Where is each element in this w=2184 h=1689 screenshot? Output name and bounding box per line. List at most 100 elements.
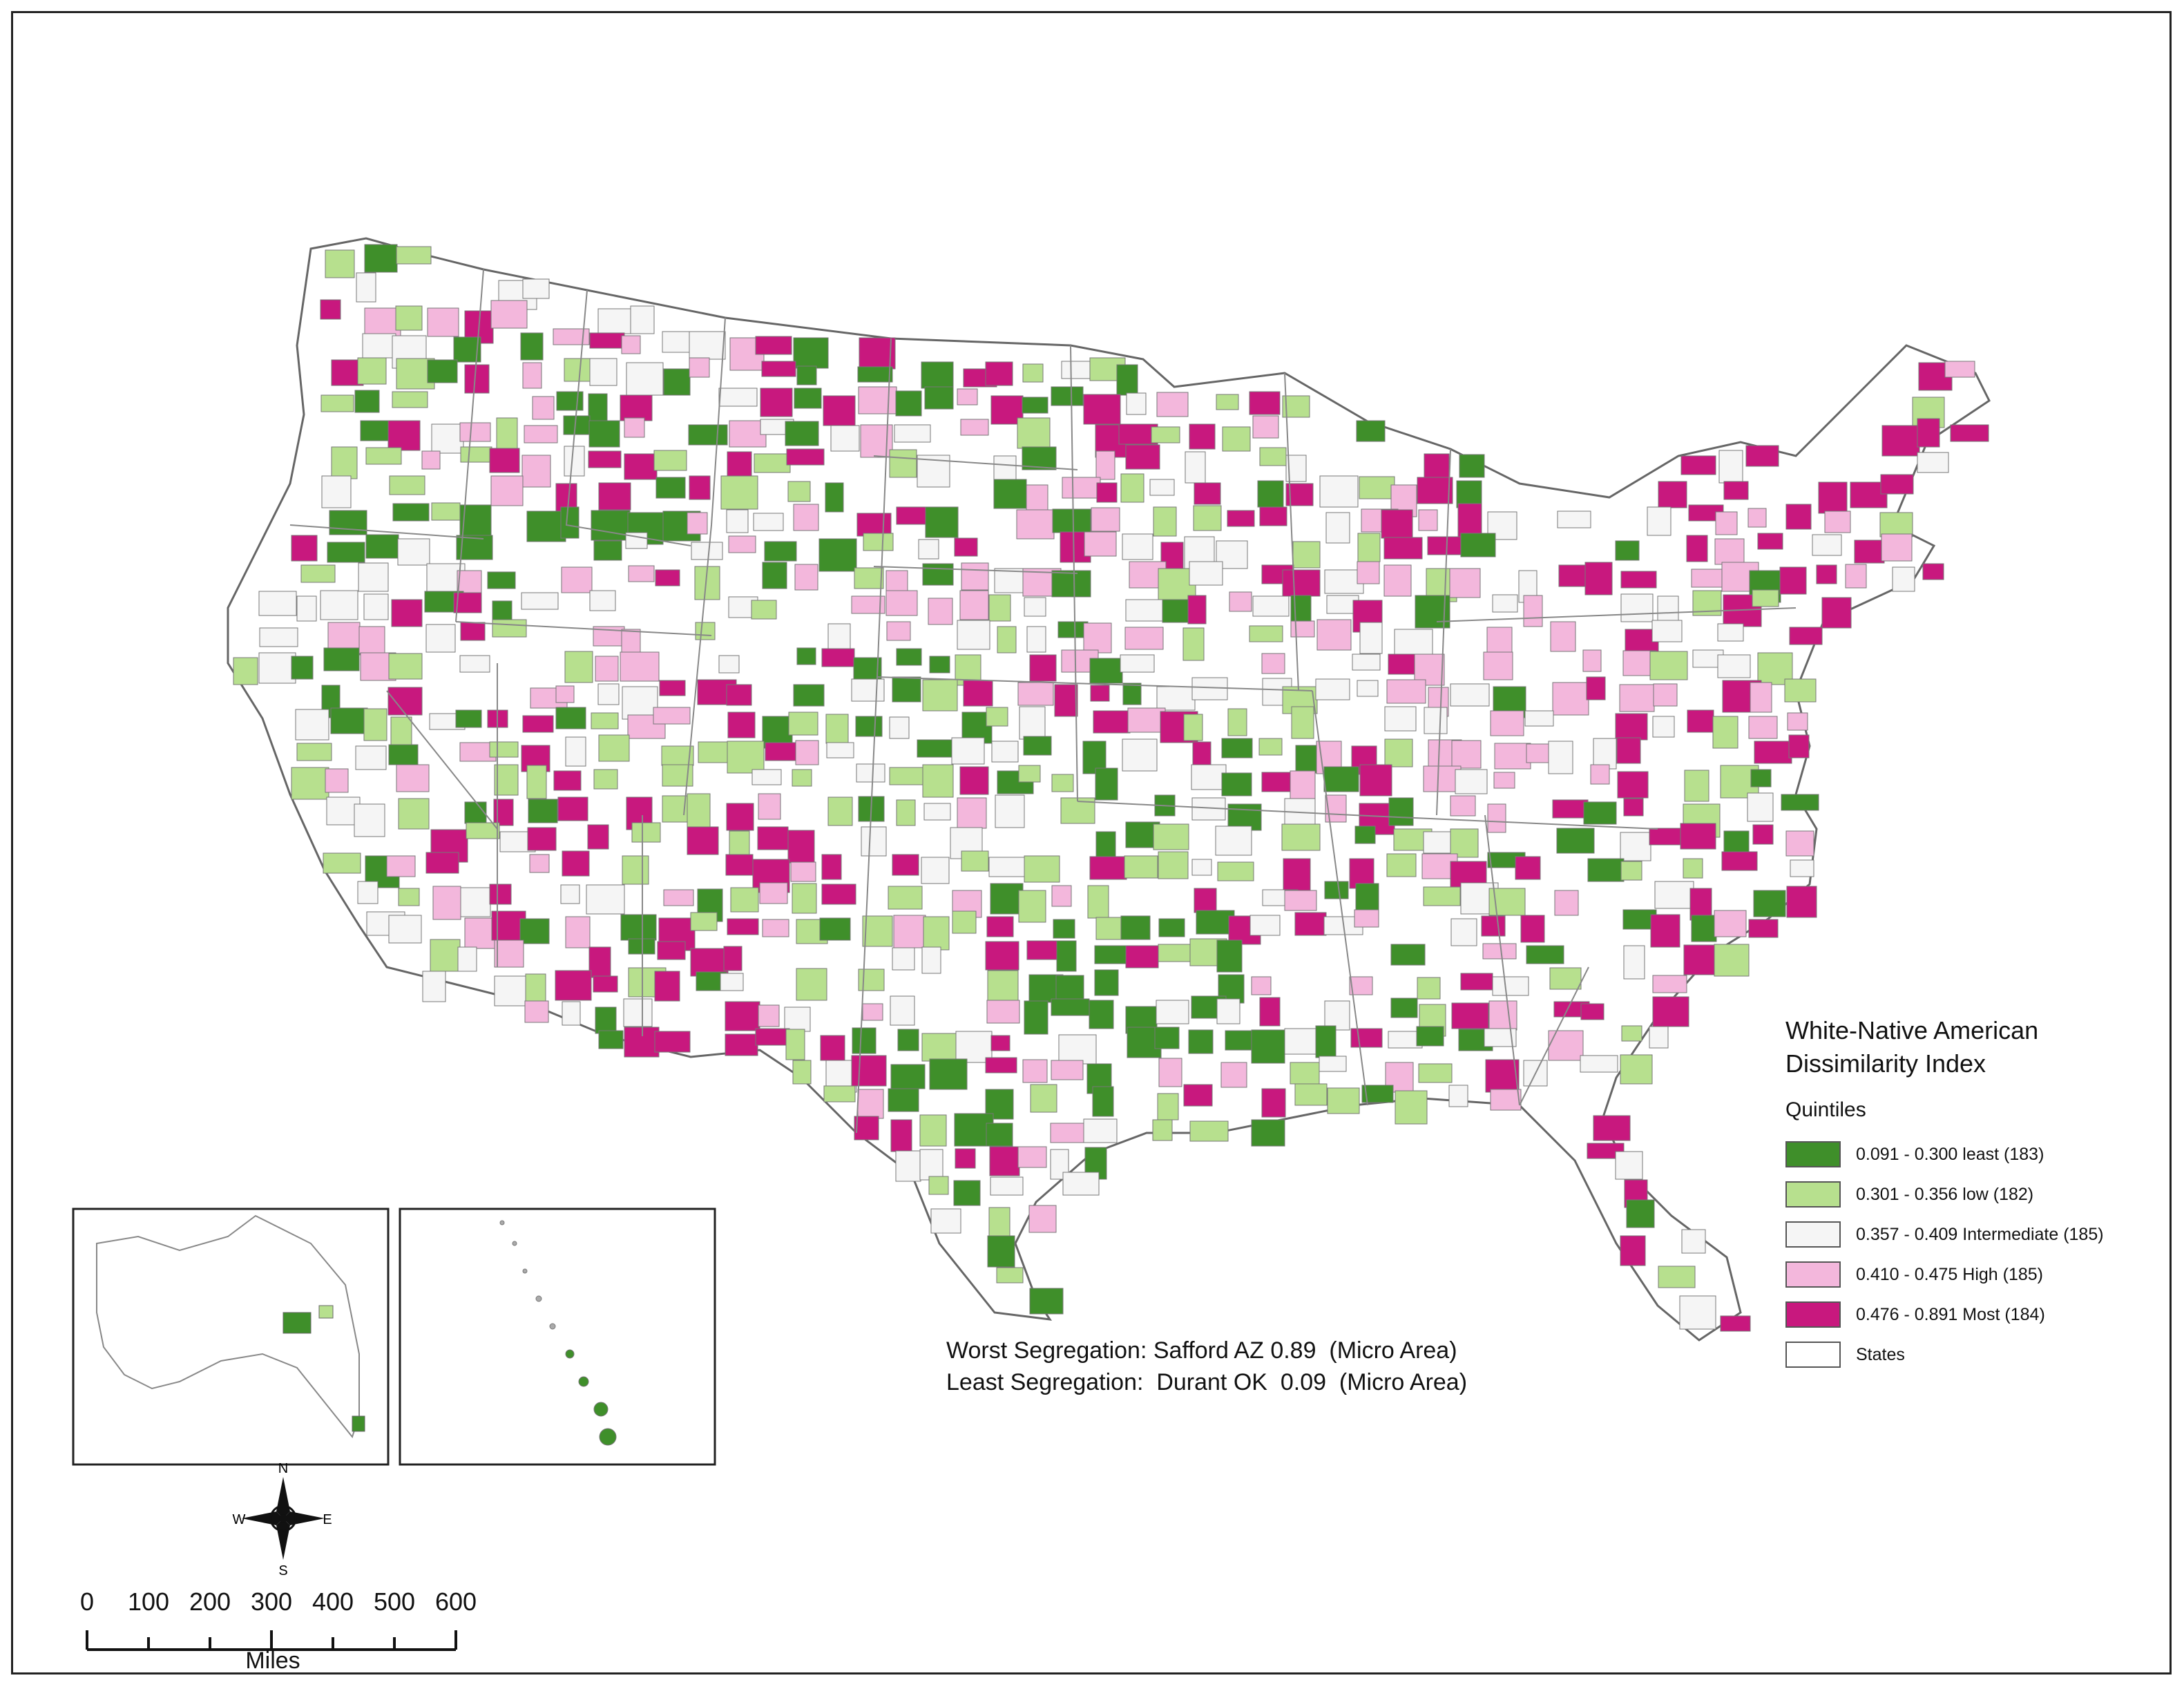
legend-item: States bbox=[1785, 1335, 2172, 1375]
county-area bbox=[1290, 595, 1312, 624]
county-area bbox=[591, 510, 631, 541]
county-area bbox=[1227, 708, 1247, 736]
county-area bbox=[1194, 482, 1221, 505]
county-area bbox=[295, 709, 329, 741]
county-area bbox=[1189, 423, 1216, 450]
least-segregation-note: Least Segregation: Durant OK 0.09 (Micro… bbox=[946, 1369, 1468, 1395]
county-area bbox=[1652, 975, 1687, 993]
county-area bbox=[331, 446, 358, 479]
county-area bbox=[1450, 795, 1476, 817]
county-area bbox=[588, 393, 608, 426]
county-area bbox=[1019, 706, 1046, 740]
county-area bbox=[961, 850, 989, 872]
county-area bbox=[862, 1003, 883, 1021]
county-area bbox=[1083, 622, 1112, 653]
county-area bbox=[1723, 481, 1749, 500]
county-area bbox=[890, 1119, 912, 1152]
county-area bbox=[421, 450, 441, 470]
county-area bbox=[1222, 426, 1251, 452]
county-area bbox=[1427, 536, 1462, 555]
county-area bbox=[1580, 1003, 1605, 1020]
county-area bbox=[588, 946, 611, 978]
county-area bbox=[1748, 919, 1779, 938]
county-area bbox=[553, 770, 582, 791]
county-area bbox=[1416, 1026, 1444, 1047]
county-area bbox=[1460, 973, 1493, 991]
county-area bbox=[1788, 734, 1810, 758]
county-area bbox=[1249, 391, 1281, 415]
county-area bbox=[388, 653, 423, 680]
county-area bbox=[1550, 621, 1576, 652]
county-area bbox=[1784, 678, 1817, 703]
county-area bbox=[1384, 738, 1413, 767]
county-area bbox=[562, 1001, 581, 1026]
county-area bbox=[529, 854, 550, 873]
county-area bbox=[761, 361, 796, 377]
county-area bbox=[1126, 392, 1147, 415]
legend-swatch bbox=[1785, 1181, 1841, 1208]
county-area bbox=[555, 970, 592, 1001]
county-area bbox=[1390, 998, 1418, 1018]
county-area bbox=[787, 830, 815, 863]
legend-item: 0.476 - 0.891 Most (184) bbox=[1785, 1295, 2172, 1335]
county-area bbox=[494, 975, 529, 1006]
worst-segregation-note: Worst Segregation: Safford AZ 0.89 (Micr… bbox=[946, 1337, 1457, 1364]
county-area bbox=[1620, 571, 1657, 589]
county-area bbox=[1418, 1063, 1453, 1083]
county-area bbox=[1252, 415, 1279, 439]
county-area bbox=[921, 857, 950, 884]
county-area bbox=[422, 971, 446, 1002]
county-area bbox=[796, 647, 816, 665]
county-area bbox=[259, 627, 298, 647]
county-area bbox=[425, 624, 456, 653]
county-area bbox=[524, 1000, 549, 1023]
county-area bbox=[1187, 595, 1207, 624]
county-area bbox=[1251, 1119, 1285, 1147]
county-area bbox=[730, 887, 759, 913]
county-area bbox=[655, 569, 680, 586]
county-area bbox=[1091, 507, 1120, 532]
county-area bbox=[459, 655, 490, 673]
county-area bbox=[460, 446, 492, 463]
county-area bbox=[455, 709, 482, 728]
legend-label: 0.476 - 0.891 Most (184) bbox=[1856, 1304, 2045, 1324]
state-boundary bbox=[683, 317, 726, 816]
county-area bbox=[364, 244, 398, 273]
county-area bbox=[863, 533, 894, 551]
county-area bbox=[1051, 998, 1090, 1016]
legend-label: 0.091 - 0.300 least (183) bbox=[1856, 1144, 2044, 1164]
county-area bbox=[358, 562, 389, 592]
county-area bbox=[1922, 563, 1944, 580]
county-area bbox=[487, 571, 516, 589]
county-area bbox=[1658, 1266, 1696, 1288]
county-regions bbox=[233, 244, 1989, 1332]
county-area bbox=[1327, 1087, 1360, 1114]
county-area bbox=[1152, 1119, 1173, 1141]
county-area bbox=[1189, 1120, 1229, 1142]
county-area bbox=[598, 734, 630, 762]
county-area bbox=[1258, 738, 1283, 756]
county-area bbox=[955, 1148, 976, 1169]
county-area bbox=[1191, 677, 1228, 700]
county-area bbox=[1124, 855, 1158, 879]
county-area bbox=[521, 592, 559, 610]
county-area bbox=[1158, 851, 1189, 879]
county-area bbox=[519, 918, 550, 944]
county-area bbox=[857, 1089, 884, 1119]
county-area bbox=[1526, 945, 1564, 964]
county-area bbox=[524, 425, 558, 443]
county-area bbox=[1354, 909, 1379, 928]
county-area bbox=[921, 946, 941, 974]
county-area bbox=[1124, 627, 1164, 650]
county-area bbox=[857, 366, 893, 383]
county-area bbox=[1418, 509, 1438, 531]
county-area bbox=[1156, 392, 1189, 417]
county-area bbox=[1750, 682, 1772, 713]
county-area bbox=[1251, 1029, 1285, 1064]
county-area bbox=[620, 651, 660, 682]
county-area bbox=[1381, 509, 1413, 539]
state-boundary bbox=[289, 524, 484, 540]
county-area bbox=[1251, 976, 1272, 995]
county-area bbox=[1188, 1029, 1214, 1054]
county-area bbox=[691, 542, 723, 560]
